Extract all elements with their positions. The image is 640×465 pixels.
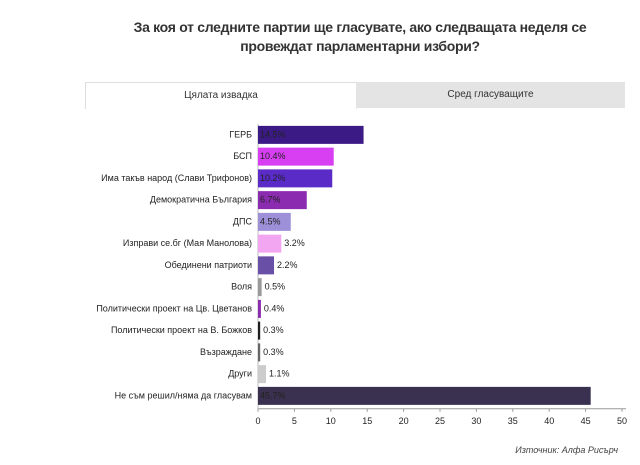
y-tick-label: Политически проект на В. Божков [111,325,252,335]
x-tick-label: 35 [508,416,518,426]
y-tick-label: Не съм решил/няма да гласувам [115,390,252,400]
bar [258,212,291,231]
x-tick-label: 15 [362,416,372,426]
bar [258,147,334,166]
x-tick-label: 45 [581,416,591,426]
bar [258,343,261,362]
bar [258,125,364,144]
bar [258,365,267,384]
x-tick-label: 20 [399,416,409,426]
y-tick-label: ДПС [233,216,253,226]
value-label: 0.3% [263,325,284,335]
bar [258,191,307,210]
x-tick-label: 0 [255,416,260,426]
y-tick-label: Воля [231,282,252,292]
bar [258,278,262,297]
x-tick-label: 50 [617,416,627,426]
y-tick-label: Демократична България [150,195,252,205]
tab[interactable]: Сред гласуващите [356,82,625,108]
y-tick-label: Други [228,369,252,379]
value-label: 45.7% [260,390,286,400]
x-tick-label: 5 [292,416,297,426]
y-tick-label: Политически проект на Цв. Цветанов [96,303,252,313]
x-tick-label: 30 [471,416,481,426]
bar [258,169,333,188]
y-tick-label: Обединени патриоти [165,260,252,270]
x-tick-label: 25 [435,416,445,426]
tab[interactable]: Цялата извадка [85,82,357,109]
bar [258,256,275,275]
value-label: 0.3% [263,347,284,357]
bar [258,299,261,318]
bar [258,234,282,253]
bar [258,386,591,405]
bar [258,321,261,340]
value-label: 0.4% [264,303,285,313]
x-tick-label: 10 [326,416,336,426]
value-label: 6.7% [260,195,281,205]
source: Източник: Алфа Рисърч [515,445,618,455]
value-label: 3.2% [284,238,305,248]
value-label: 0.5% [265,282,286,292]
y-tick-label: БСП [233,151,252,161]
value-label: 10.4% [260,151,286,161]
value-label: 4.5% [260,216,281,226]
value-label: 1.1% [269,369,290,379]
y-tick-label: Има такъв народ (Слави Трифонов) [101,173,252,183]
y-tick-label: ГЕРБ [229,129,252,139]
value-label: 2.2% [277,260,298,270]
y-tick-label: Възраждане [200,347,252,357]
chart-title: За коя от следните партии ще гласувате, … [133,19,587,54]
chart: 0 5 10 15 20 25 30 35 40 45 50 ГЕРБ 14.5% БСП 10.4% Има… [96,124,627,426]
x-tick-label: 40 [544,416,554,426]
value-label: 14.5% [260,129,286,139]
value-label: 10.2% [260,173,286,183]
y-tick-label: Изправи се.бг (Мая Манолова) [123,238,252,248]
